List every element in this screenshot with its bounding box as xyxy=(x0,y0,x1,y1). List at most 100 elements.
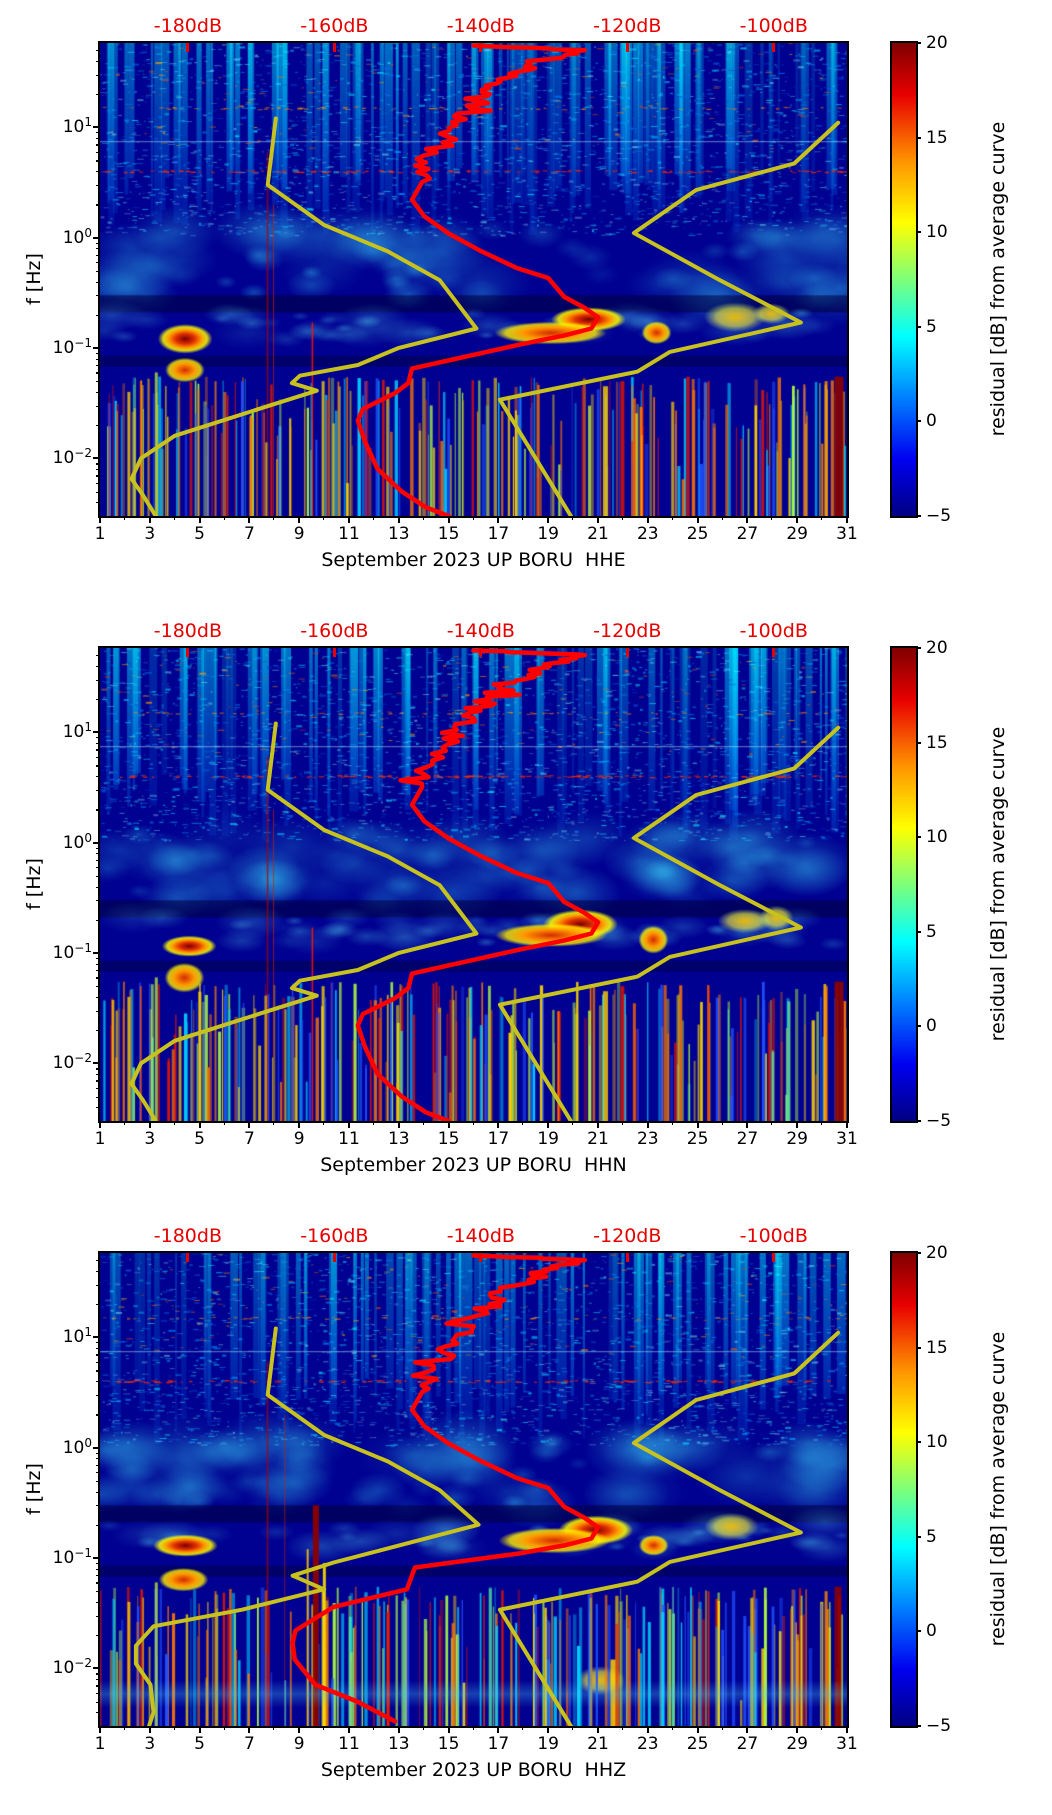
y-tick-label: 10−1 xyxy=(52,335,92,358)
x-tick-label: 3 xyxy=(144,524,156,544)
x-tick-label: 29 xyxy=(786,524,808,544)
x-tick-label: 29 xyxy=(786,1129,808,1149)
panel-title: September 2023 UP BORU HHZ xyxy=(320,1759,627,1781)
x-tick-label: 23 xyxy=(636,524,659,544)
low-noise-model xyxy=(133,1326,481,1726)
x-tick-label: 1 xyxy=(94,524,106,544)
x-tick-label: 31 xyxy=(836,1129,858,1149)
top-axis-label: -100dB xyxy=(739,1225,808,1247)
x-tick-label: 27 xyxy=(736,524,759,544)
x-tick-label: 5 xyxy=(194,1129,205,1149)
x-tick-label: 1 xyxy=(94,1129,106,1149)
psd-mean-curve xyxy=(355,648,601,1121)
x-tick-label: 13 xyxy=(387,1734,410,1754)
panel-title: September 2023 UP BORU HHN xyxy=(320,1154,627,1176)
x-tick-label: 15 xyxy=(437,524,460,544)
y-tick-label: 101 xyxy=(62,115,92,138)
panel-hhz: f [Hz] -180dB -160dB -140dB -120dB -100dB 1 3 5… xyxy=(0,1210,1052,1815)
x-tick-label: 19 xyxy=(537,1129,559,1149)
x-tick-label: 29 xyxy=(786,1734,808,1754)
psd-and-noise-model-curves xyxy=(133,1253,841,1726)
colorbar xyxy=(890,646,918,1123)
x-tick-label: 19 xyxy=(537,1734,559,1754)
y-axis-label: f [Hz] xyxy=(23,1463,45,1515)
colorbar-tick-label: 10 xyxy=(926,222,948,243)
y-axis-label: f [Hz] xyxy=(23,858,45,910)
y-tick-label: 101 xyxy=(62,1325,92,1348)
x-tick-label: 27 xyxy=(736,1734,759,1754)
colorbar-tick-label: 5 xyxy=(926,316,937,337)
x-tick-label: 9 xyxy=(293,524,305,544)
x-tick-label: 31 xyxy=(836,524,858,544)
colorbar-tick-label: −5 xyxy=(926,1716,952,1736)
top-axis-label: -140dB xyxy=(446,1225,515,1247)
colorbar-tick-label: 15 xyxy=(926,1337,948,1358)
top-axis-label: -100dB xyxy=(739,620,808,642)
x-tick-label: 9 xyxy=(293,1734,305,1754)
x-tick-label: 21 xyxy=(587,1129,609,1149)
colorbar-label: residual [dB] from average curve xyxy=(987,1331,1009,1647)
colorbar-label: residual [dB] from average curve xyxy=(987,726,1009,1042)
x-tick-label: 27 xyxy=(736,1129,759,1149)
colorbar-tick-label: 20 xyxy=(926,1243,948,1263)
spectrogram-plot-hhe xyxy=(98,41,849,518)
top-axis-label: -120dB xyxy=(593,1225,662,1247)
x-tick-label: 7 xyxy=(243,1734,255,1754)
x-tick-label: 31 xyxy=(836,1734,858,1754)
x-tick-label: 21 xyxy=(587,1734,609,1754)
psd-mean-curve xyxy=(290,1253,601,1724)
y-tick-label: 10−2 xyxy=(52,1656,92,1679)
top-axis-label: -160dB xyxy=(300,620,369,642)
top-axis-label: -120dB xyxy=(593,620,662,642)
x-tick-label: 11 xyxy=(338,524,360,544)
top-axis-label: -140dB xyxy=(446,15,515,37)
y-axis-label: f [Hz] xyxy=(23,253,45,305)
x-tick-label: 25 xyxy=(686,1129,709,1149)
y-tick-label: 100 xyxy=(62,830,92,853)
top-axis-label: -140dB xyxy=(446,620,515,642)
colorbar xyxy=(890,1251,918,1728)
x-tick-label: 13 xyxy=(387,524,410,544)
colorbar-tick-label: 5 xyxy=(926,1526,937,1547)
colorbar-tick-label: 20 xyxy=(926,638,948,658)
high-noise-model xyxy=(497,1330,841,1726)
x-tick-label: 1 xyxy=(94,1734,106,1754)
y-tick-label: 10−1 xyxy=(52,1545,92,1568)
high-noise-model xyxy=(497,725,841,1121)
top-axis-label: -180dB xyxy=(153,15,222,37)
x-tick-label: 11 xyxy=(338,1129,360,1149)
colorbar-tick-label: 0 xyxy=(926,411,937,432)
top-axis-label: -100dB xyxy=(739,15,808,37)
x-tick-label: 15 xyxy=(437,1129,460,1149)
panel-hhn: f [Hz] -180dB -160dB -140dB -120dB -100dB 1 3 5… xyxy=(0,605,1052,1210)
x-tick-label: 23 xyxy=(636,1129,659,1149)
y-tick-label: 10−2 xyxy=(52,1051,92,1074)
colorbar xyxy=(890,41,918,518)
colorbar-tick-label: 5 xyxy=(926,921,937,942)
y-tick-label: 10−2 xyxy=(52,446,92,469)
x-tick-label: 25 xyxy=(686,1734,709,1754)
colorbar-tick-label: −5 xyxy=(926,1111,952,1131)
psd-and-noise-model-curves xyxy=(129,648,841,1121)
x-tick-label: 13 xyxy=(387,1129,410,1149)
y-tick-label: 100 xyxy=(62,1435,92,1458)
x-tick-label: 5 xyxy=(194,1734,205,1754)
panel-hhe: f [Hz] -180dB -160dB -140dB -120dB -100dB 1 3 5… xyxy=(0,0,1052,605)
colorbar-tick-label: −5 xyxy=(926,506,952,526)
y-tick-label: 100 xyxy=(62,225,92,248)
low-noise-model xyxy=(129,116,479,516)
x-tick-label: 11 xyxy=(338,1734,360,1754)
x-tick-label: 9 xyxy=(293,1129,305,1149)
x-tick-label: 3 xyxy=(144,1129,156,1149)
top-axis-label: -120dB xyxy=(593,15,662,37)
top-axis-label: -180dB xyxy=(153,1225,222,1247)
y-tick-label: 10−1 xyxy=(52,940,92,963)
colorbar-tick-label: 10 xyxy=(926,827,948,848)
high-noise-model xyxy=(497,120,841,516)
colorbar-tick-label: 0 xyxy=(926,1621,937,1642)
spectrogram-plot-hhz xyxy=(98,1251,849,1728)
x-tick-label: 17 xyxy=(487,1129,510,1149)
x-tick-label: 5 xyxy=(194,524,205,544)
x-tick-label: 17 xyxy=(487,1734,510,1754)
